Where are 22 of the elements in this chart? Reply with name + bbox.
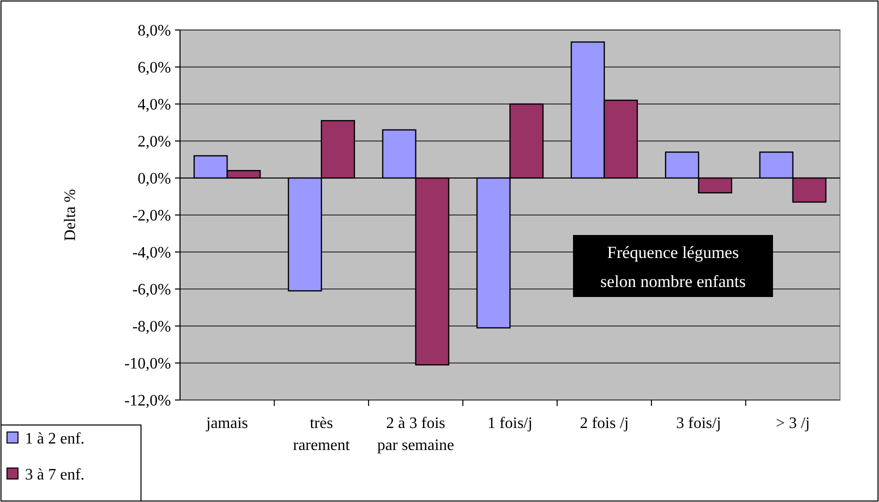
- y-tick-label: 2,0%: [138, 134, 171, 151]
- y-tick-label: 4,0%: [138, 96, 171, 114]
- y-tick-label: -4,0%: [132, 244, 171, 262]
- x-tick-label: 3 fois/j: [676, 415, 722, 432]
- y-tick-label: 8,0%: [138, 22, 171, 40]
- y-tick-label: -12,0%: [124, 392, 171, 410]
- legend-label: 1 à 2 enf.: [25, 430, 85, 448]
- x-tick-label: très rarement: [293, 415, 350, 454]
- y-axis-title: Delta %: [62, 189, 79, 241]
- x-tick-label: jamais: [205, 415, 248, 432]
- text: Fréquence légumes selon nombre enfants: [600, 243, 746, 291]
- y-tick-label: 6,0%: [138, 60, 171, 77]
- y-tick-label: -10,0%: [124, 356, 171, 373]
- y-tick-label: -8,0%: [132, 318, 171, 336]
- y-tick-label: -6,0%: [132, 282, 171, 299]
- x-tick-label: 2 à 3 fois par semaine: [377, 415, 454, 454]
- x-tick-label: 1 fois/j: [488, 415, 532, 432]
- legend-label: 3 à 7 enf.: [25, 466, 85, 484]
- x-tick-label: > 3 /j: [776, 415, 810, 432]
- x-tick-label: 2 fois /j: [580, 415, 629, 432]
- y-tick-label: -2,0%: [132, 208, 171, 225]
- y-tick-label: 0,0%: [138, 170, 171, 188]
